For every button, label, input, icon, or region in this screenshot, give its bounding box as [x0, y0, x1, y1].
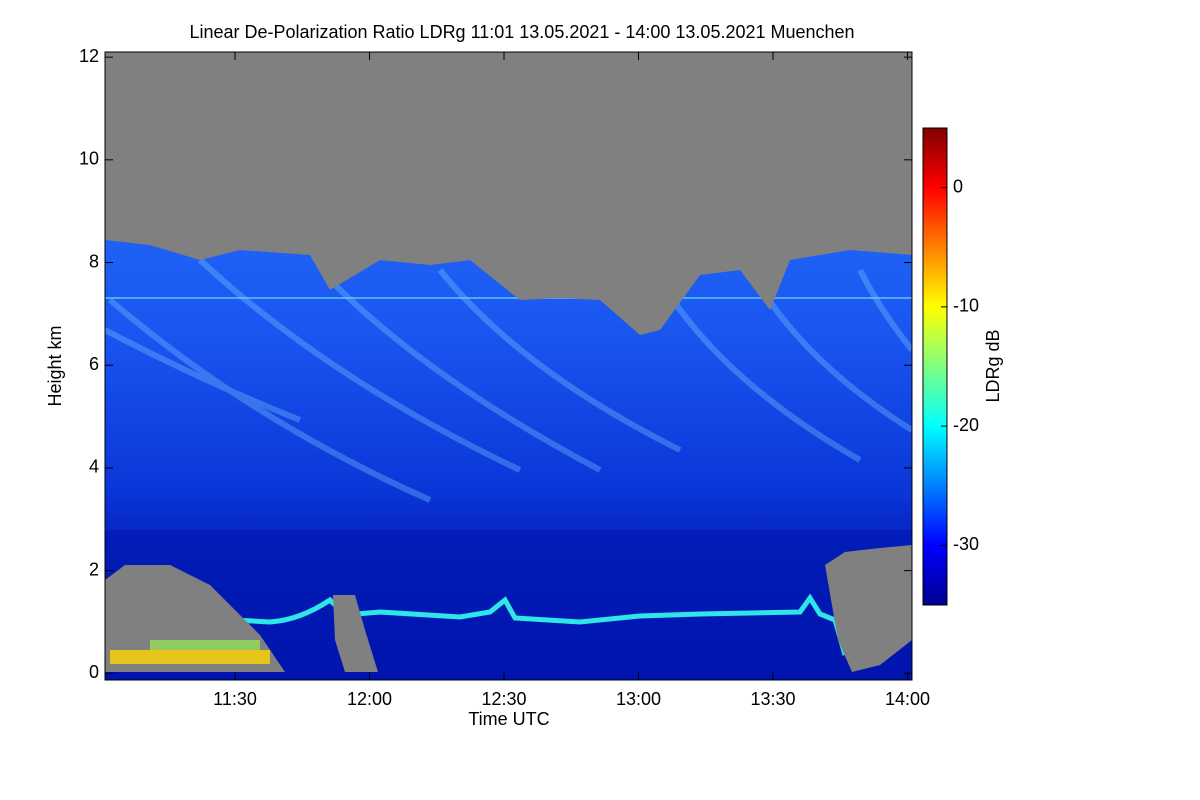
colorbar-tick-label: -30 — [953, 534, 979, 554]
heatmap-image — [105, 52, 912, 680]
colorbar-tick-label: -10 — [953, 296, 979, 316]
colorbar-tick-label: -20 — [953, 415, 979, 435]
colorbar-tick-label: 0 — [953, 176, 963, 196]
x-tick-label: 12:30 — [481, 689, 526, 709]
y-tick-label: 4 — [89, 457, 99, 477]
x-tick-label: 12:00 — [347, 689, 392, 709]
x-tick-label: 13:30 — [750, 689, 795, 709]
colorbar-label: LDRg dB — [983, 329, 1003, 402]
y-tick-label: 12 — [79, 46, 99, 66]
x-axis-label: Time UTC — [468, 709, 549, 729]
y-tick-label: 2 — [89, 559, 99, 579]
x-tick-label: 11:30 — [213, 689, 257, 709]
x-tick-label: 14:00 — [885, 689, 930, 709]
colorbar — [922, 127, 948, 606]
chart-title: Linear De-Polarization Ratio LDRg 11:01 … — [189, 22, 854, 42]
y-axis-label: Height km — [45, 325, 65, 406]
y-tick-label: 8 — [89, 251, 99, 271]
y-tick-label: 0 — [89, 662, 99, 682]
plot-frame — [104, 51, 913, 681]
x-tick-label: 13:00 — [616, 689, 661, 709]
y-tick-label: 6 — [89, 354, 99, 374]
y-tick-label: 10 — [79, 149, 99, 169]
